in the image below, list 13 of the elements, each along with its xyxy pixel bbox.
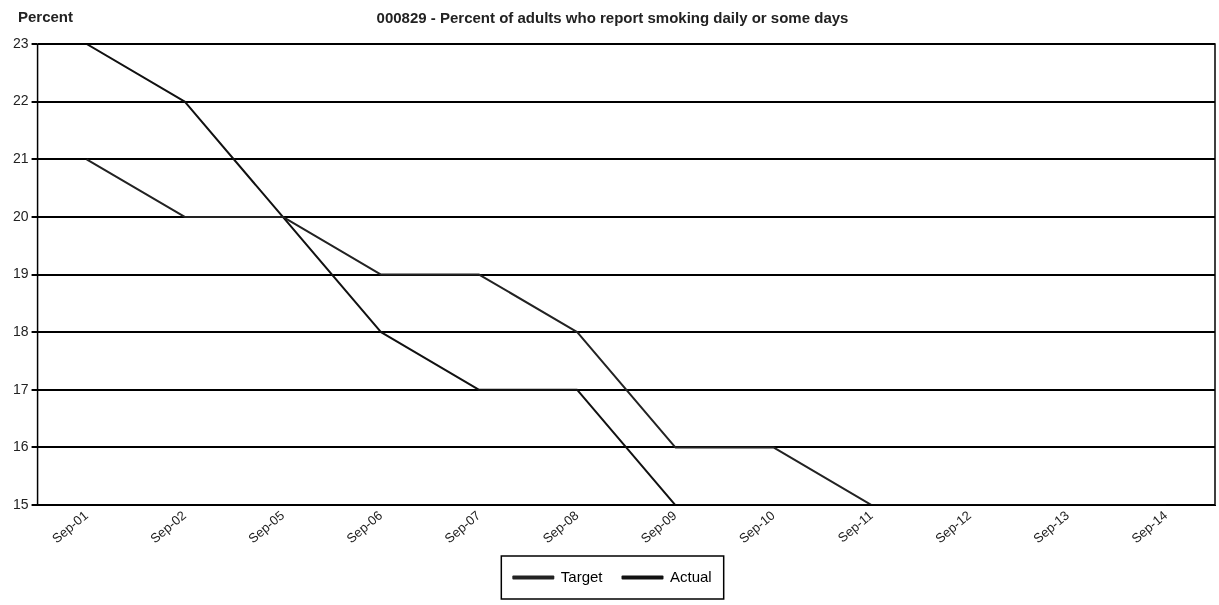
y-tick-label: 23 [12, 34, 29, 51]
y-tick-label: 20 [12, 207, 29, 224]
y-axis-title: Percent [18, 8, 74, 26]
y-tick-label: 19 [12, 265, 29, 282]
y-tick-label: 17 [12, 380, 29, 397]
y-tick-label: 16 [12, 438, 29, 455]
y-tick-label: 21 [12, 150, 29, 167]
y-tick-label: 15 [12, 495, 29, 512]
chart-title: 000829 - Percent of adults who report smoking daily or some days [376, 9, 849, 27]
y-tick-label: 18 [12, 323, 29, 340]
y-tick-label: 22 [12, 92, 29, 109]
legend-label: Actual [670, 567, 712, 585]
legend-label: Target [560, 567, 604, 585]
